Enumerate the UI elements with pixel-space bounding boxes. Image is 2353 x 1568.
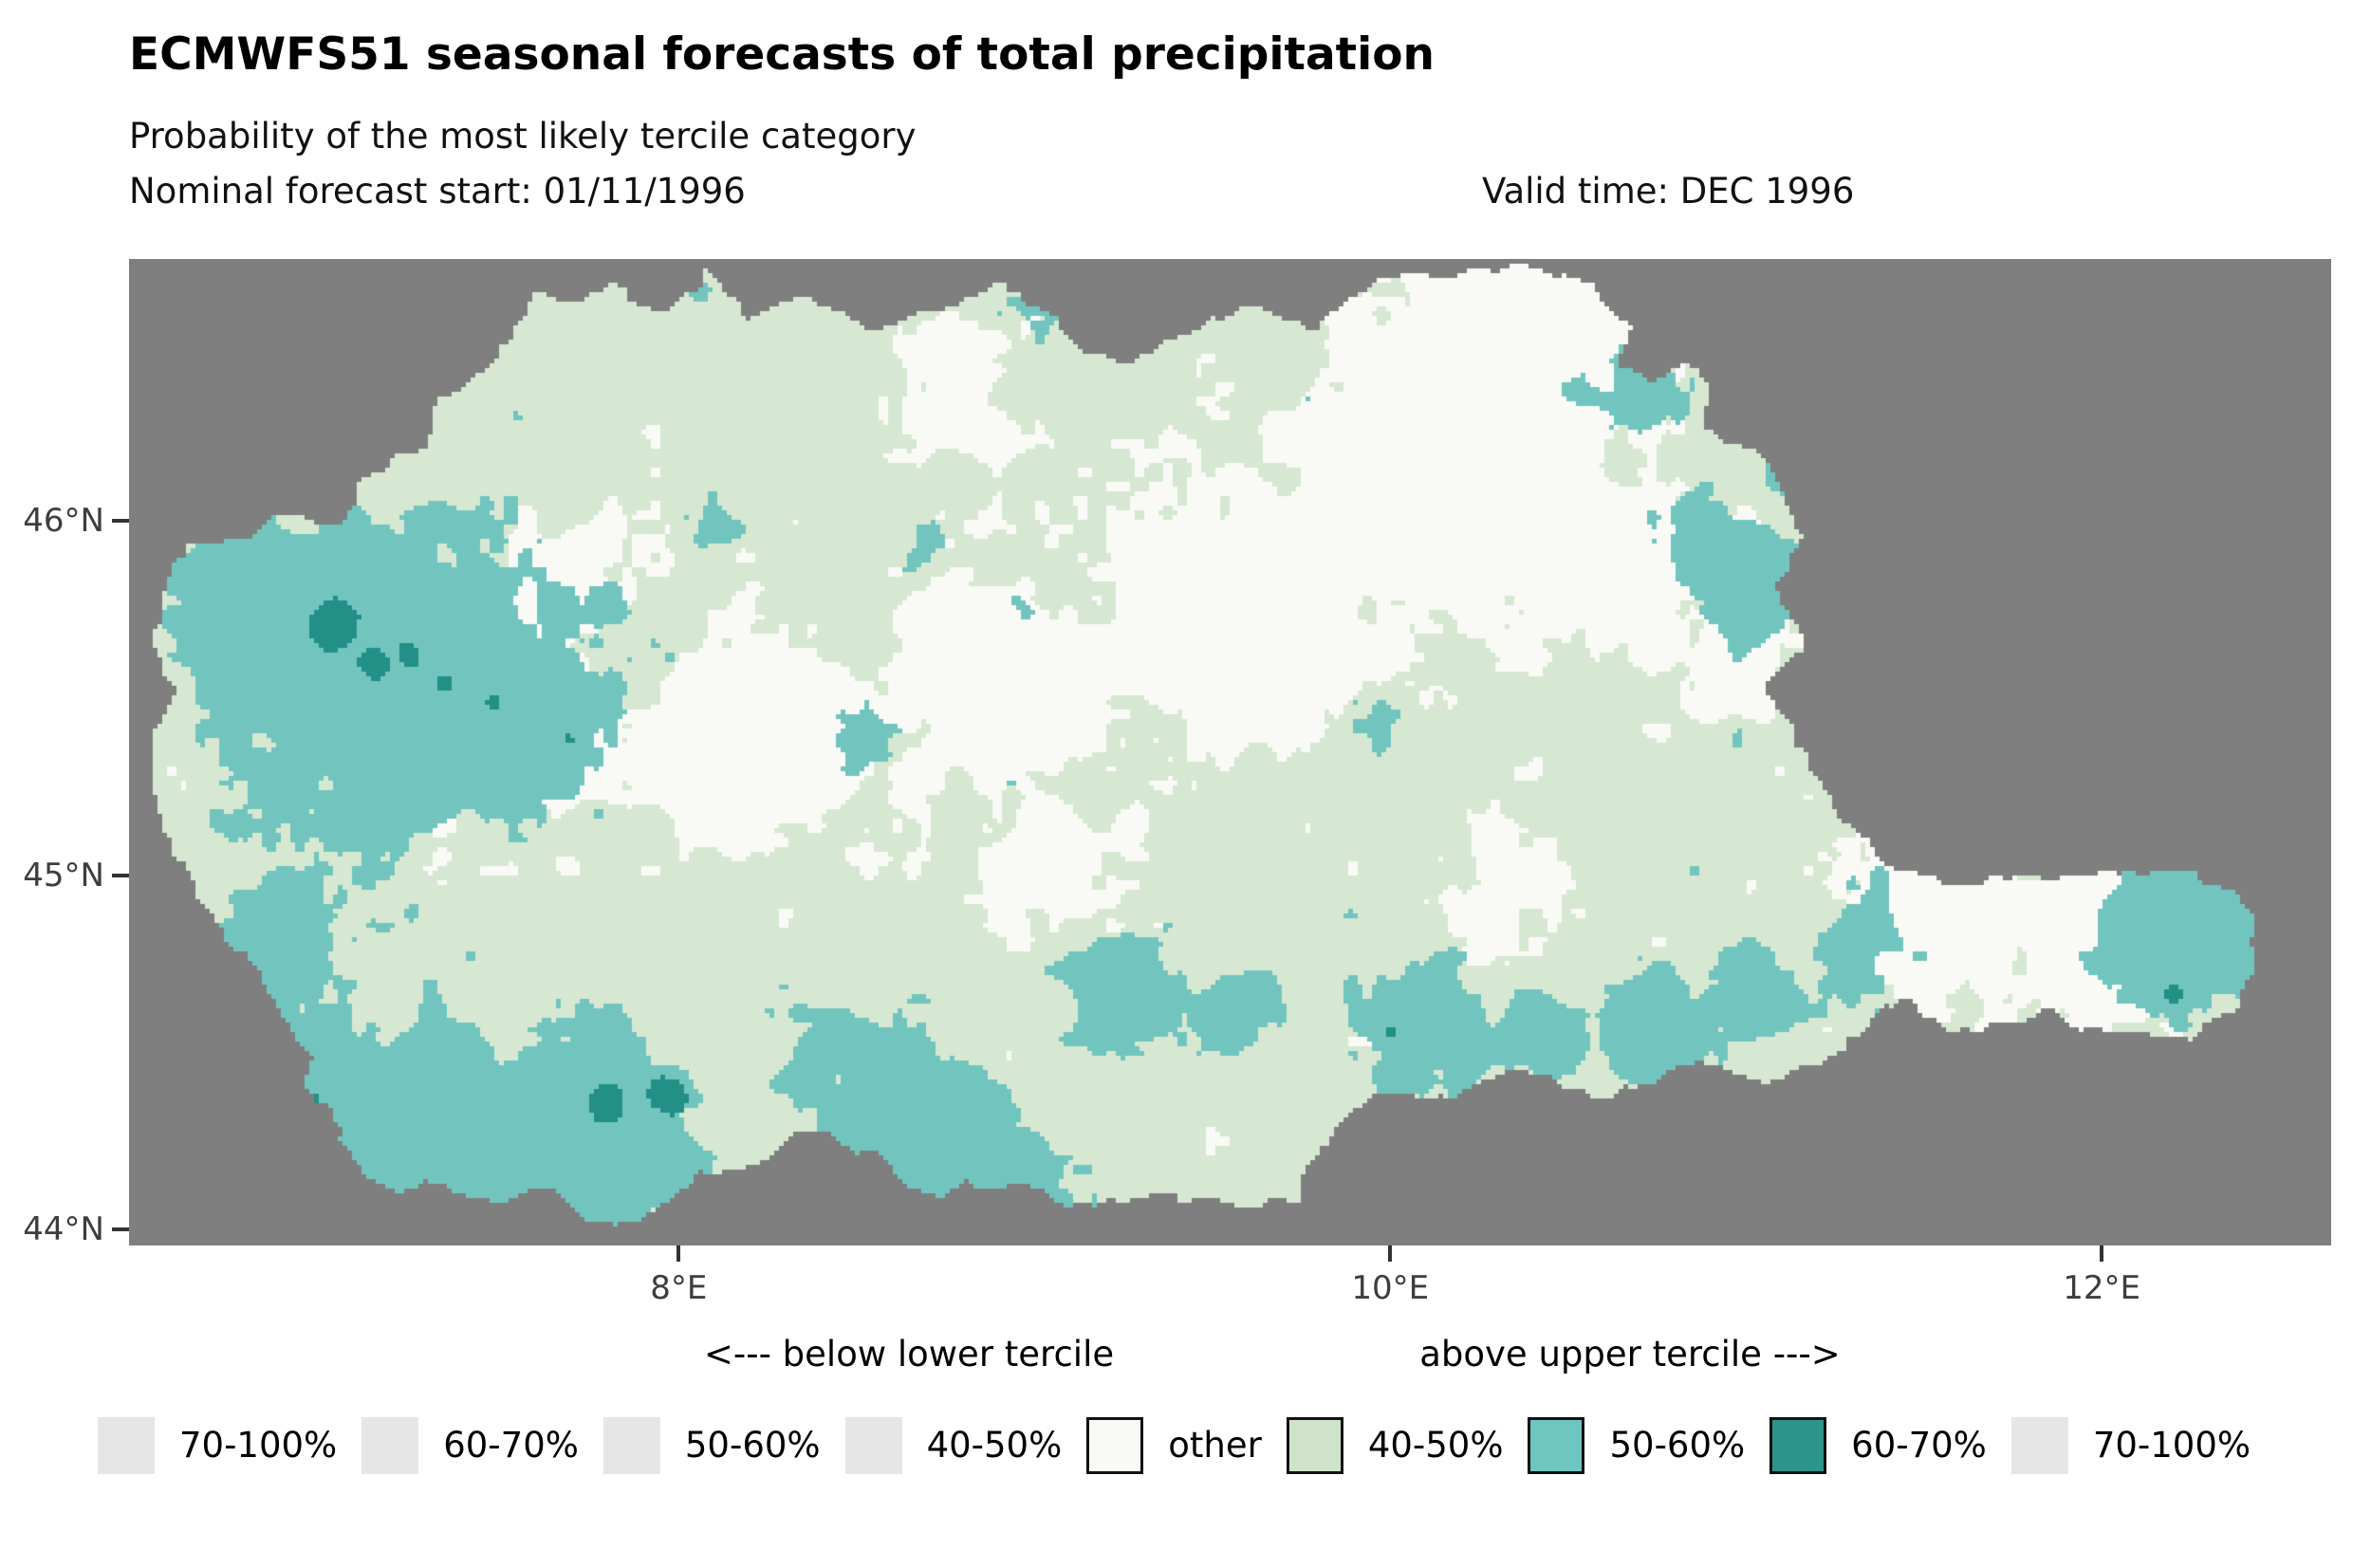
- legend-label: 50-60%: [1609, 1425, 1746, 1466]
- legend-swatch: [1286, 1417, 1343, 1474]
- page-title: ECMWFS51 seasonal forecasts of total pre…: [129, 28, 1436, 81]
- legend-label: 50-60%: [684, 1425, 821, 1466]
- legend-item-other-other: other: [1086, 1417, 1262, 1474]
- y-tick-mark: [112, 873, 129, 877]
- legend-swatch: [1528, 1417, 1585, 1474]
- legend-swatch: [1769, 1417, 1827, 1474]
- legend-label: 60-70%: [1851, 1425, 1987, 1466]
- x-tick-mark: [2100, 1245, 2104, 1262]
- legend: 70-100% 60-70% 50-60% 40-50% other 40-50% 50-6…: [98, 1417, 2251, 1474]
- legend-swatch: [361, 1417, 419, 1474]
- legend-label: 70-100%: [2092, 1425, 2251, 1466]
- legend-item-below-6070: 60-70%: [361, 1417, 579, 1474]
- x-tick-mark: [676, 1245, 681, 1262]
- legend-item-above-4050: 40-50%: [1286, 1417, 1504, 1474]
- legend-swatch: [2010, 1417, 2068, 1474]
- valid-time-label: Valid time: DEC 1996: [1482, 171, 1855, 212]
- legend-heading-above-tercile: above upper tercile --->: [1419, 1334, 1841, 1374]
- legend-item-above-6070: 60-70%: [1769, 1417, 1987, 1474]
- legend-label: 60-70%: [443, 1425, 579, 1466]
- y-axis-tick-label: 46°N: [23, 502, 104, 541]
- x-tick-mark: [1388, 1245, 1393, 1262]
- legend-label: 40-50%: [926, 1425, 1063, 1466]
- legend-item-below-5060: 50-60%: [602, 1417, 821, 1474]
- legend-item-below-70100: 70-100%: [98, 1417, 337, 1474]
- y-tick-mark: [112, 1227, 129, 1232]
- x-axis-tick-label: 12°E: [2063, 1269, 2141, 1307]
- legend-item-below-4050: 40-50%: [844, 1417, 1063, 1474]
- legend-swatch: [602, 1417, 660, 1474]
- legend-swatch: [98, 1417, 155, 1474]
- x-axis-tick-label: 8°E: [650, 1269, 708, 1307]
- legend-heading-below-tercile: <--- below lower tercile: [703, 1334, 1115, 1374]
- legend-label: other: [1168, 1425, 1262, 1466]
- legend-item-above-70100: 70-100%: [2010, 1417, 2251, 1474]
- legend-swatch: [844, 1417, 902, 1474]
- legend-label: 70-100%: [179, 1425, 338, 1466]
- y-axis-tick-label: 44°N: [23, 1210, 104, 1249]
- y-tick-mark: [112, 519, 129, 524]
- subtitle: Probability of the most likely tercile c…: [129, 116, 917, 157]
- y-axis-tick-label: 45°N: [23, 856, 104, 895]
- legend-swatch: [1086, 1417, 1144, 1474]
- x-axis-tick-label: 10°E: [1351, 1269, 1430, 1307]
- forecast-start-label: Nominal forecast start: 01/11/1996: [129, 171, 746, 212]
- legend-item-above-5060: 50-60%: [1528, 1417, 1745, 1474]
- legend-label: 40-50%: [1367, 1425, 1504, 1466]
- forecast-map-panel: [129, 259, 2331, 1245]
